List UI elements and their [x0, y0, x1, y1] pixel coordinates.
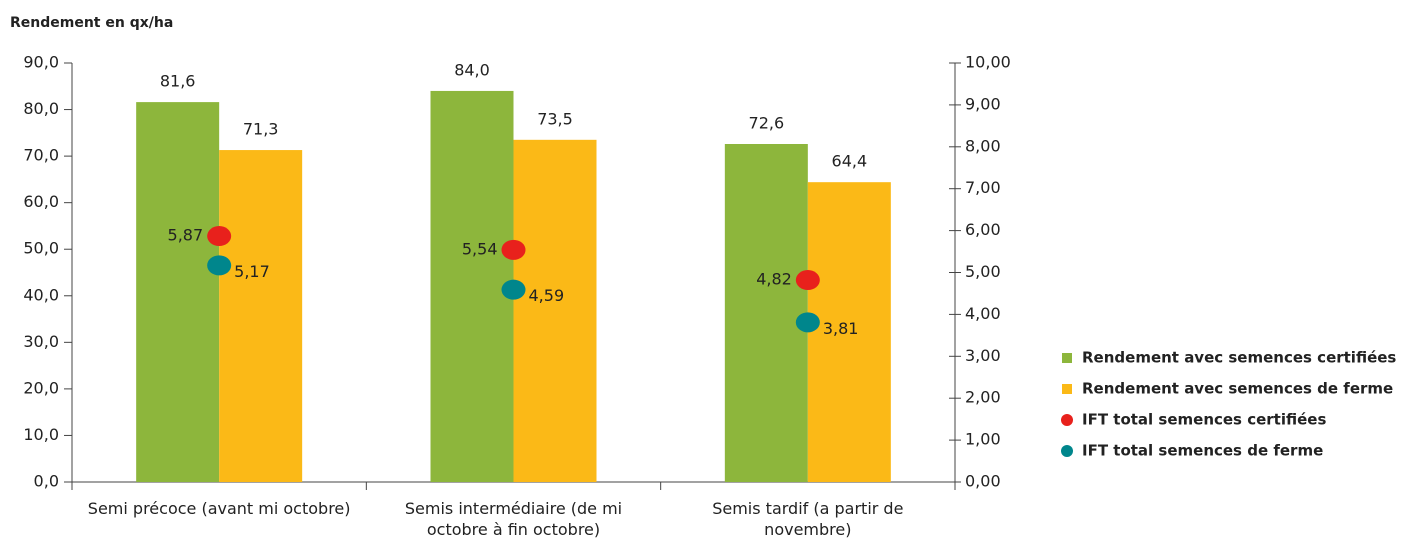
y-tick-label: 30,0	[23, 332, 59, 351]
legend-label: Rendement avec semences de ferme	[1082, 380, 1393, 398]
bar	[136, 102, 220, 483]
y2-tick-label: 4,00	[965, 304, 1001, 323]
y-tick-label: 0,0	[34, 472, 59, 491]
y2-tick-label: 9,00	[965, 94, 1001, 113]
y2-tick-label: 3,00	[965, 346, 1001, 365]
bar	[513, 139, 597, 483]
y-tick-label: 20,0	[23, 378, 59, 397]
x-tick-label: Semis intermédiaire (de mi octobre à fin…	[404, 499, 623, 539]
legend-label: IFT total semences certifiées	[1082, 411, 1326, 429]
y2-tick-label: 7,00	[965, 178, 1001, 197]
y-tick-label: 50,0	[23, 239, 59, 258]
y-tick-label: 40,0	[23, 285, 59, 304]
bar	[219, 150, 303, 482]
dot-label: 4,59	[529, 286, 565, 305]
dot-label: 5,87	[168, 226, 204, 245]
dot	[207, 255, 232, 276]
y-tick-label: 90,0	[23, 53, 59, 72]
legend-label: IFT total semences de ferme	[1082, 442, 1323, 460]
bar-label: 73,5	[537, 109, 573, 128]
y2-tick-label: 1,00	[965, 430, 1001, 449]
y2-tick-label: 0,00	[965, 472, 1001, 491]
bar-label: 64,4	[832, 152, 868, 171]
dot	[795, 312, 820, 333]
y2-tick-label: 10,00	[965, 53, 1011, 72]
dot	[501, 279, 526, 300]
y2-tick-label: 8,00	[965, 136, 1001, 155]
dot	[207, 226, 232, 247]
bar	[430, 90, 514, 482]
dot-label: 3,81	[823, 319, 859, 338]
x-tick-label: Semi précoce (avant mi octobre)	[87, 499, 351, 518]
y-tick-label: 80,0	[23, 99, 59, 118]
bar	[724, 144, 808, 483]
legend-swatch	[1061, 445, 1073, 457]
y2-tick-label: 2,00	[965, 388, 1001, 407]
dot	[795, 270, 820, 291]
y-tick-label: 10,0	[23, 425, 59, 444]
bar-label: 81,6	[160, 72, 196, 91]
bar	[807, 182, 891, 482]
bar-label: 71,3	[243, 120, 279, 139]
y2-tick-label: 6,00	[965, 220, 1001, 239]
x-tick-label: Semis tardif (a partir de novembre)	[712, 499, 904, 539]
legend-swatch	[1062, 353, 1072, 363]
dot	[501, 239, 526, 260]
legend-swatch	[1061, 414, 1073, 426]
y-tick-label: 70,0	[23, 146, 59, 165]
dot-label: 4,82	[756, 270, 792, 289]
bar-label: 72,6	[749, 114, 785, 133]
dot-label: 5,17	[234, 262, 270, 281]
dot-label: 5,54	[462, 239, 498, 258]
y2-tick-label: 5,00	[965, 262, 1001, 281]
bar-label: 84,0	[454, 60, 490, 79]
legend-swatch	[1062, 384, 1072, 394]
y-axis-title: Rendement en qx/ha	[10, 15, 173, 31]
legend-label: Rendement avec semences certifiées	[1082, 349, 1396, 367]
y-tick-label: 60,0	[23, 192, 59, 211]
